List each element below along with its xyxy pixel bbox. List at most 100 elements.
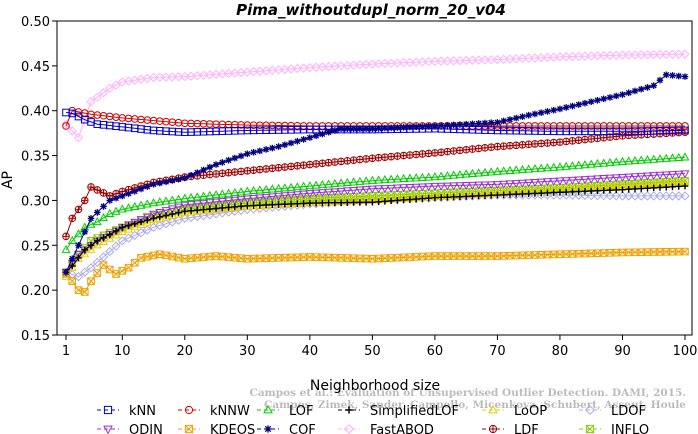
data-point <box>387 124 395 132</box>
data-point <box>293 161 302 170</box>
data-point <box>611 50 621 60</box>
legend-marker <box>264 425 272 433</box>
data-point <box>661 49 671 60</box>
data-point <box>425 122 432 130</box>
data-point <box>249 194 259 204</box>
data-point <box>586 51 596 61</box>
data-point <box>574 136 583 145</box>
data-point <box>124 224 134 233</box>
data-point <box>331 199 339 207</box>
data-point <box>611 157 621 166</box>
data-point <box>412 123 420 131</box>
data-point <box>75 254 82 262</box>
data-point <box>174 203 184 212</box>
x-tick-label: 90 <box>614 344 631 359</box>
data-point <box>431 149 439 157</box>
data-point <box>267 193 277 202</box>
data-point <box>406 151 414 159</box>
data-point <box>80 196 89 205</box>
data-point <box>344 125 351 132</box>
data-point <box>173 72 184 82</box>
data-point <box>612 92 620 100</box>
data-point <box>124 263 133 272</box>
data-point <box>549 177 559 187</box>
data-point <box>562 137 571 146</box>
data-point <box>580 190 590 201</box>
data-point <box>586 175 596 184</box>
series-line <box>65 74 686 273</box>
y-tick-label: 0.35 <box>21 150 50 165</box>
data-point <box>512 190 520 198</box>
data-point <box>167 205 177 214</box>
data-point <box>449 170 459 179</box>
data-point <box>650 184 658 192</box>
data-point <box>281 141 289 149</box>
y-tick-label: 0.20 <box>21 284 50 299</box>
data-point <box>343 156 352 165</box>
data-point <box>162 178 170 186</box>
data-point <box>442 171 452 180</box>
data-point <box>349 186 359 196</box>
data-point <box>480 55 490 65</box>
data-point <box>617 50 628 60</box>
legend-label: FastABOD <box>370 423 434 434</box>
x-tick-label: 20 <box>177 344 194 359</box>
data-point <box>255 185 265 194</box>
data-point <box>662 183 670 191</box>
y-axis: 0.15 0.20 0.25 0.30 0.35 0.40 0.45 0.50 <box>21 15 57 344</box>
data-point <box>356 155 364 164</box>
data-point <box>118 267 127 275</box>
data-point <box>624 173 634 182</box>
data-point <box>481 192 489 199</box>
data-point <box>244 202 251 210</box>
data-point <box>294 200 301 207</box>
data-point <box>675 72 683 80</box>
data-point <box>256 165 264 174</box>
data-point <box>586 159 596 168</box>
data-point <box>618 132 627 140</box>
data-point <box>592 175 602 184</box>
data-point <box>175 209 182 216</box>
data-point <box>450 121 457 129</box>
legend-marker <box>103 425 113 434</box>
data-point <box>531 110 539 118</box>
data-point <box>625 186 633 193</box>
data-point <box>444 193 451 201</box>
data-point <box>92 92 102 102</box>
data-point <box>424 149 433 158</box>
data-point <box>86 219 96 228</box>
data-point <box>192 192 202 201</box>
data-point <box>81 228 89 236</box>
data-point <box>68 277 77 285</box>
data-point <box>275 201 282 208</box>
data-point <box>131 187 139 195</box>
data-point <box>524 164 534 173</box>
data-point <box>405 173 415 182</box>
data-point <box>336 187 346 197</box>
legend-item-inflo: INFLO <box>579 423 649 434</box>
data-point <box>337 157 345 166</box>
data-point <box>487 119 495 127</box>
data-point <box>461 55 471 66</box>
data-point <box>399 184 409 193</box>
data-point <box>361 186 371 195</box>
data-point <box>199 191 209 200</box>
data-point <box>637 185 645 192</box>
data-point <box>624 50 634 60</box>
data-point <box>317 189 327 198</box>
data-point <box>286 182 296 191</box>
data-point <box>355 186 365 195</box>
data-point <box>593 134 602 143</box>
data-point <box>486 167 496 176</box>
data-point <box>437 148 445 157</box>
data-point <box>74 205 83 214</box>
data-point <box>68 255 76 263</box>
data-point <box>393 152 402 160</box>
data-point <box>156 213 164 221</box>
data-point <box>436 56 446 66</box>
plot-frame <box>56 20 693 336</box>
data-point <box>394 197 401 204</box>
data-point <box>599 158 609 167</box>
data-point <box>187 172 195 179</box>
